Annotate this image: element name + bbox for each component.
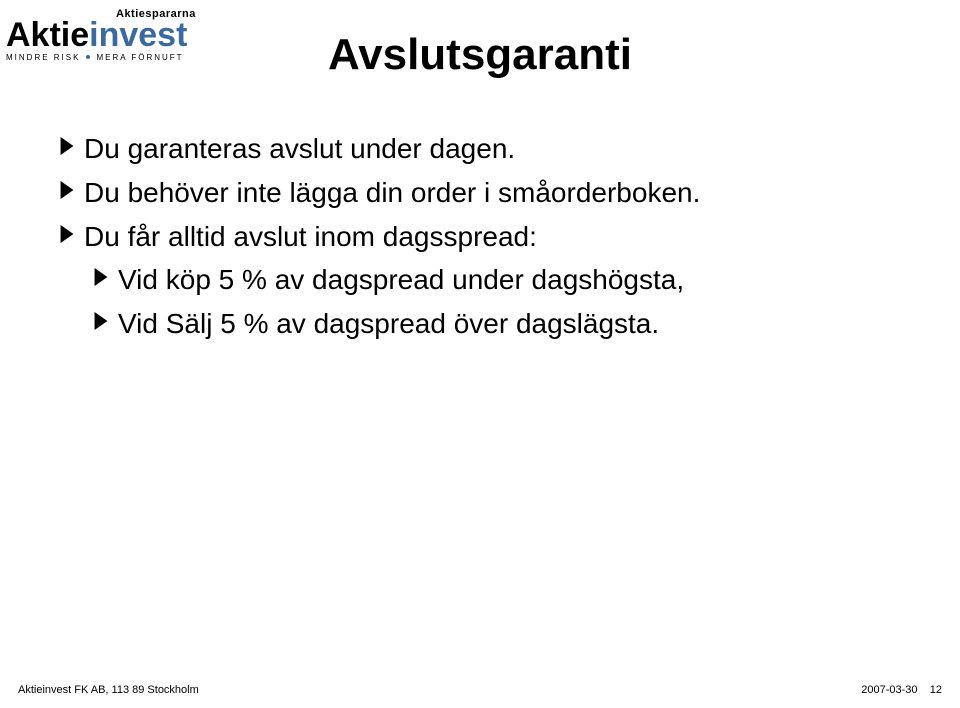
- bullet-text: Du garanteras avslut under dagen.: [84, 130, 515, 168]
- bullet-text: Du får alltid avslut inom dagsspread:: [84, 218, 537, 256]
- bullet-marker-icon: [60, 225, 74, 243]
- footer: Aktieinvest FK AB, 113 89 Stockholm 2007…: [18, 684, 942, 696]
- footer-right: 2007-03-30 12: [861, 684, 942, 696]
- bullet-marker-icon: [94, 268, 108, 286]
- bullet-list: Du garanteras avslut under dagen. Du behö…: [60, 130, 900, 349]
- bullet-text: Vid Sälj 5 % av dagspread över dagslägst…: [118, 305, 659, 343]
- bullet-text: Du behöver inte lägga din order i småord…: [84, 174, 700, 212]
- footer-page: 12: [930, 684, 942, 696]
- footer-date: 2007-03-30: [861, 684, 917, 696]
- bullet: Du får alltid avslut inom dagsspread:: [60, 218, 900, 256]
- bullet-marker-icon: [60, 181, 74, 199]
- bullet-text: Vid köp 5 % av dagspread under dagshögst…: [118, 261, 684, 299]
- bullet-marker-icon: [60, 137, 74, 155]
- footer-left: Aktieinvest FK AB, 113 89 Stockholm: [18, 684, 199, 696]
- sub-bullet: Vid Sälj 5 % av dagspread över dagslägst…: [94, 305, 900, 343]
- bullet-marker-icon: [94, 312, 108, 330]
- bullet: Du garanteras avslut under dagen.: [60, 130, 900, 168]
- sub-bullet: Vid köp 5 % av dagspread under dagshögst…: [94, 261, 900, 299]
- slide-title: Avslutsgaranti: [0, 30, 960, 80]
- bullet: Du behöver inte lägga din order i småord…: [60, 174, 900, 212]
